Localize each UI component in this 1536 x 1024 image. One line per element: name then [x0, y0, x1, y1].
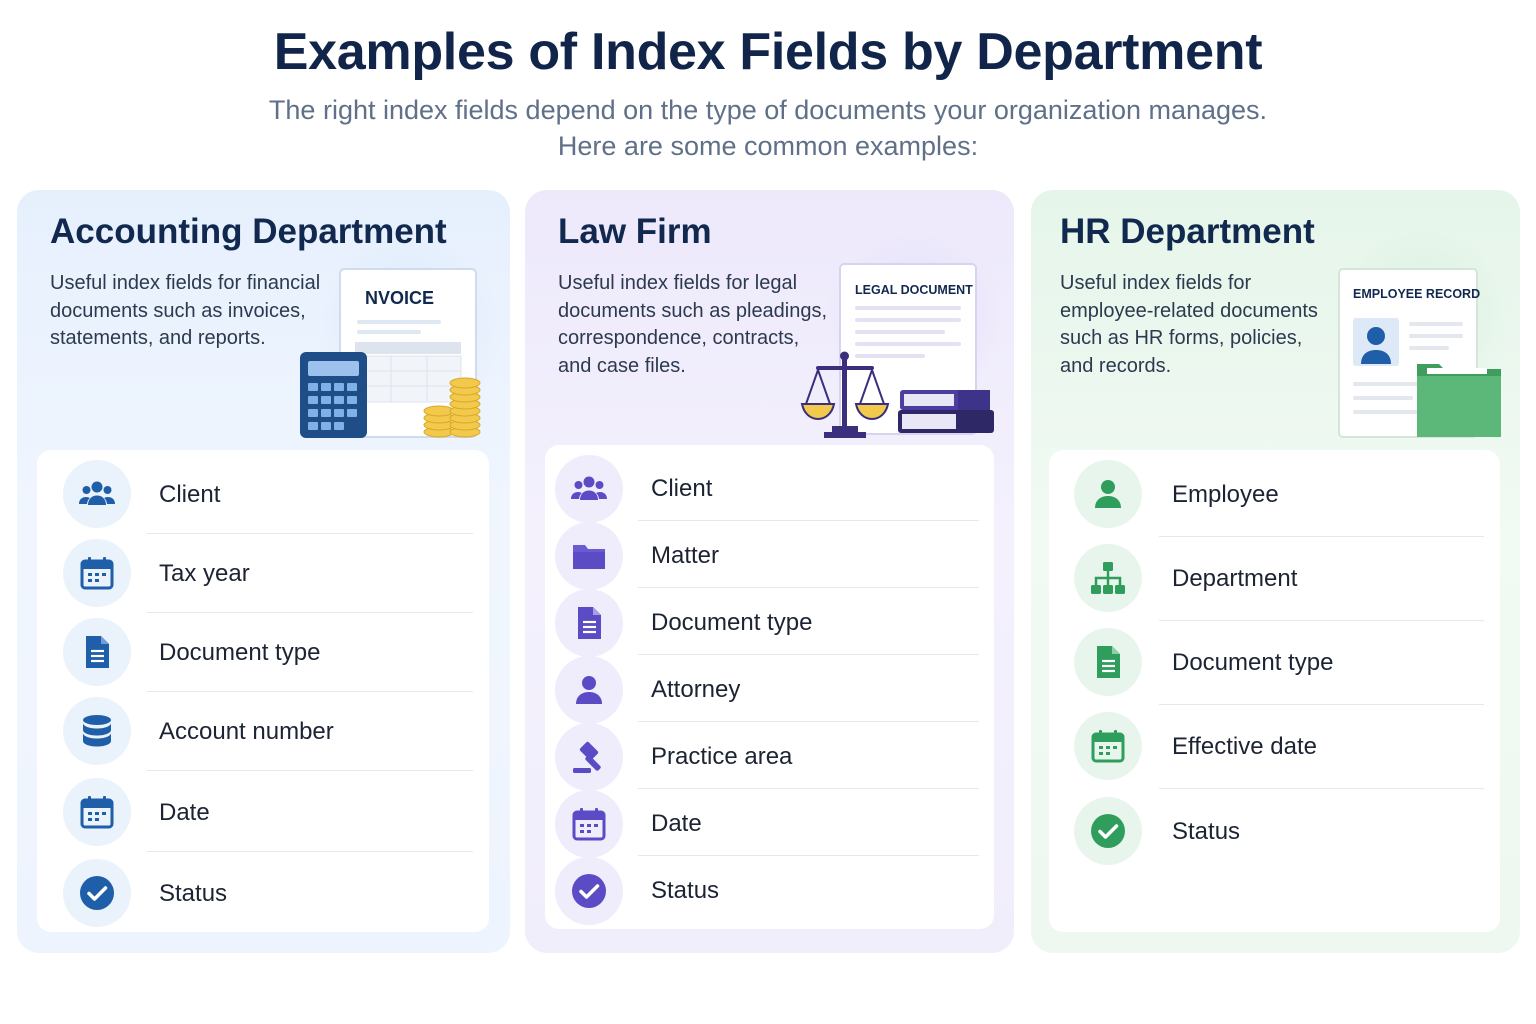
- field-label: Account number: [159, 718, 334, 745]
- field-label: Client: [651, 475, 713, 502]
- invoice-label: NVOICE: [365, 288, 434, 308]
- field-row-practice-area: Practice area: [545, 723, 994, 791]
- field-row-document-type: Document type: [37, 618, 489, 698]
- field-row-date: Date: [545, 790, 994, 858]
- field-label: Matter: [651, 542, 720, 569]
- field-row-tax-year: Tax year: [37, 539, 489, 619]
- org-chart-icon: [1074, 544, 1142, 612]
- calendar-icon: [63, 778, 131, 846]
- field-label: Department: [1172, 565, 1298, 592]
- row-divider: [638, 788, 979, 789]
- field-label: Client: [159, 481, 221, 508]
- field-row-department: Department: [1049, 544, 1500, 628]
- row-divider: [147, 770, 473, 771]
- row-divider: [147, 533, 473, 534]
- row-divider: [147, 612, 473, 613]
- field-row-attorney: Attorney: [545, 656, 994, 724]
- field-label: Document type: [1172, 649, 1334, 676]
- field-label: Date: [159, 799, 210, 826]
- law-firm-card: Law Firm Useful index fields for legal d…: [525, 190, 1014, 953]
- folder-icon: [555, 522, 623, 590]
- check-circle-icon: [63, 859, 131, 927]
- document-icon: [1074, 628, 1142, 696]
- index-field-list: Employee Department Document type Effect…: [1049, 450, 1500, 932]
- card-title: Accounting Department: [50, 212, 447, 251]
- invoice-illustration: NVOICE: [300, 268, 481, 438]
- row-divider: [1159, 620, 1484, 621]
- field-label: Status: [159, 880, 228, 907]
- field-row-date: Date: [37, 778, 489, 858]
- field-label: Tax year: [159, 560, 250, 587]
- page-subtitle-line-2: Here are some common examples:: [557, 131, 979, 161]
- row-divider: [1159, 788, 1484, 789]
- person-icon: [1074, 460, 1142, 528]
- person-icon: [555, 656, 623, 724]
- page-title: Examples of Index Fields by Department: [273, 23, 1263, 81]
- field-row-effective-date: Effective date: [1049, 712, 1500, 796]
- card-title: Law Firm: [558, 212, 712, 251]
- gavel-icon: [555, 723, 623, 791]
- row-divider: [147, 851, 473, 852]
- field-row-status: Status: [37, 859, 489, 939]
- row-divider: [638, 520, 979, 521]
- users-icon: [63, 460, 131, 528]
- field-row-account-number: Account number: [37, 697, 489, 777]
- field-label: Attorney: [651, 676, 741, 703]
- field-row-matter: Matter: [545, 522, 994, 590]
- card-description: Useful index fields for financial docume…: [50, 272, 321, 349]
- field-row-document-type: Document type: [545, 589, 994, 657]
- field-label: Document type: [651, 609, 813, 636]
- card-description: Useful index fields for employee-related…: [1060, 272, 1318, 377]
- employee-record-label: EMPLOYEE RECORD: [1353, 287, 1480, 301]
- field-row-client: Client: [545, 455, 994, 523]
- legal-document-illustration: LEGAL DOCUMENT: [800, 263, 994, 438]
- field-label: Employee: [1172, 481, 1279, 508]
- field-label: Effective date: [1172, 733, 1317, 760]
- accounting-department-card: Accounting Department Useful index field…: [17, 190, 510, 953]
- check-circle-icon: [555, 857, 623, 925]
- page-subtitle-line-1: The right index fields depend on the typ…: [268, 95, 1268, 125]
- field-row-employee: Employee: [1049, 460, 1500, 544]
- field-label: Practice area: [651, 743, 793, 770]
- calendar-icon: [555, 790, 623, 858]
- field-row-document-type: Document type: [1049, 628, 1500, 712]
- hr-department-card: HR Department Useful index fields for em…: [1031, 190, 1520, 953]
- row-divider: [638, 721, 979, 722]
- row-divider: [638, 654, 979, 655]
- calendar-icon: [1074, 712, 1142, 780]
- database-icon: [63, 697, 131, 765]
- row-divider: [1159, 704, 1484, 705]
- card-title: HR Department: [1060, 212, 1315, 251]
- check-circle-icon: [1074, 797, 1142, 865]
- index-field-list: Client Tax year Document type Account nu…: [37, 450, 489, 932]
- field-label: Document type: [159, 639, 321, 666]
- calendar-icon: [63, 539, 131, 607]
- field-label: Status: [651, 877, 720, 904]
- legal-document-label: LEGAL DOCUMENT: [855, 283, 973, 297]
- field-label: Status: [1172, 818, 1241, 845]
- row-divider: [638, 855, 979, 856]
- document-icon: [555, 589, 623, 657]
- document-icon: [63, 618, 131, 686]
- row-divider: [1159, 536, 1484, 537]
- users-icon: [555, 455, 623, 523]
- field-label: Date: [651, 810, 702, 837]
- field-row-client: Client: [37, 460, 489, 540]
- card-description: Useful index fields for legal documents …: [558, 272, 828, 377]
- row-divider: [147, 691, 473, 692]
- field-row-status: Status: [545, 857, 994, 925]
- field-row-status: Status: [1049, 797, 1500, 881]
- employee-record-illustration: EMPLOYEE RECORD: [1338, 268, 1501, 438]
- row-divider: [638, 587, 979, 588]
- index-field-list: Client Matter Document type Attorney: [545, 445, 994, 929]
